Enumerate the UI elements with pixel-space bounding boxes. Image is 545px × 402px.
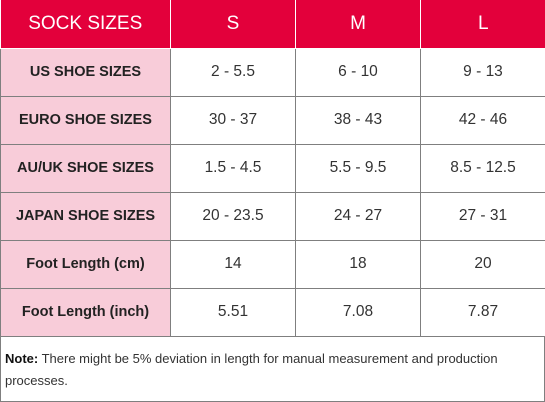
note-text: There might be 5% deviation in length fo… [5, 351, 498, 388]
cell-size-s: 30 - 37 [170, 95, 296, 145]
cell-size-l: 27 - 31 [420, 191, 545, 241]
size-header-s: S [170, 0, 296, 49]
cell-size-m: 24 - 27 [295, 191, 421, 241]
row-label: Foot Length (inch) [0, 287, 171, 337]
table-row-us-shoe-sizes: US SHOE SIZES 2 - 5.5 6 - 10 9 - 13 [0, 47, 545, 97]
size-header-l: L [420, 0, 545, 49]
table-row-foot-length-inch: Foot Length (inch) 5.51 7.08 7.87 [0, 287, 545, 337]
cell-size-s: 20 - 23.5 [170, 191, 296, 241]
cell-size-s: 1.5 - 4.5 [170, 143, 296, 193]
size-table: SOCK SIZES S M L US SHOE SIZES 2 - 5.5 6… [0, 0, 545, 337]
header-row: SOCK SIZES S M L [0, 0, 545, 49]
table-row-euro-shoe-sizes: EURO SHOE SIZES 30 - 37 38 - 43 42 - 46 [0, 95, 545, 145]
table-row-au-uk-shoe-sizes: AU/UK SHOE SIZES 1.5 - 4.5 5.5 - 9.5 8.5… [0, 143, 545, 193]
cell-size-l: 20 [420, 239, 545, 289]
cell-size-m: 7.08 [295, 287, 421, 337]
cell-size-m: 6 - 10 [295, 47, 421, 97]
row-label: EURO SHOE SIZES [0, 95, 171, 145]
size-header-m: M [295, 0, 421, 49]
row-label: JAPAN SHOE SIZES [0, 191, 171, 241]
row-label: US SHOE SIZES [0, 47, 171, 97]
cell-size-l: 9 - 13 [420, 47, 545, 97]
table-title: SOCK SIZES [0, 0, 171, 49]
note-label: Note: [5, 351, 39, 366]
cell-size-l: 8.5 - 12.5 [420, 143, 545, 193]
cell-size-l: 42 - 46 [420, 95, 545, 145]
cell-size-s: 5.51 [170, 287, 296, 337]
cell-size-m: 5.5 - 9.5 [295, 143, 421, 193]
cell-size-s: 2 - 5.5 [170, 47, 296, 97]
row-label: AU/UK SHOE SIZES [0, 143, 171, 193]
table-row-foot-length-cm: Foot Length (cm) 14 18 20 [0, 239, 545, 289]
cell-size-s: 14 [170, 239, 296, 289]
cell-size-m: 38 - 43 [295, 95, 421, 145]
row-label: Foot Length (cm) [0, 239, 171, 289]
cell-size-l: 7.87 [420, 287, 545, 337]
table-row-japan-shoe-sizes: JAPAN SHOE SIZES 20 - 23.5 24 - 27 27 - … [0, 191, 545, 241]
measurement-note: Note: There might be 5% deviation in len… [0, 337, 545, 402]
cell-size-m: 18 [295, 239, 421, 289]
